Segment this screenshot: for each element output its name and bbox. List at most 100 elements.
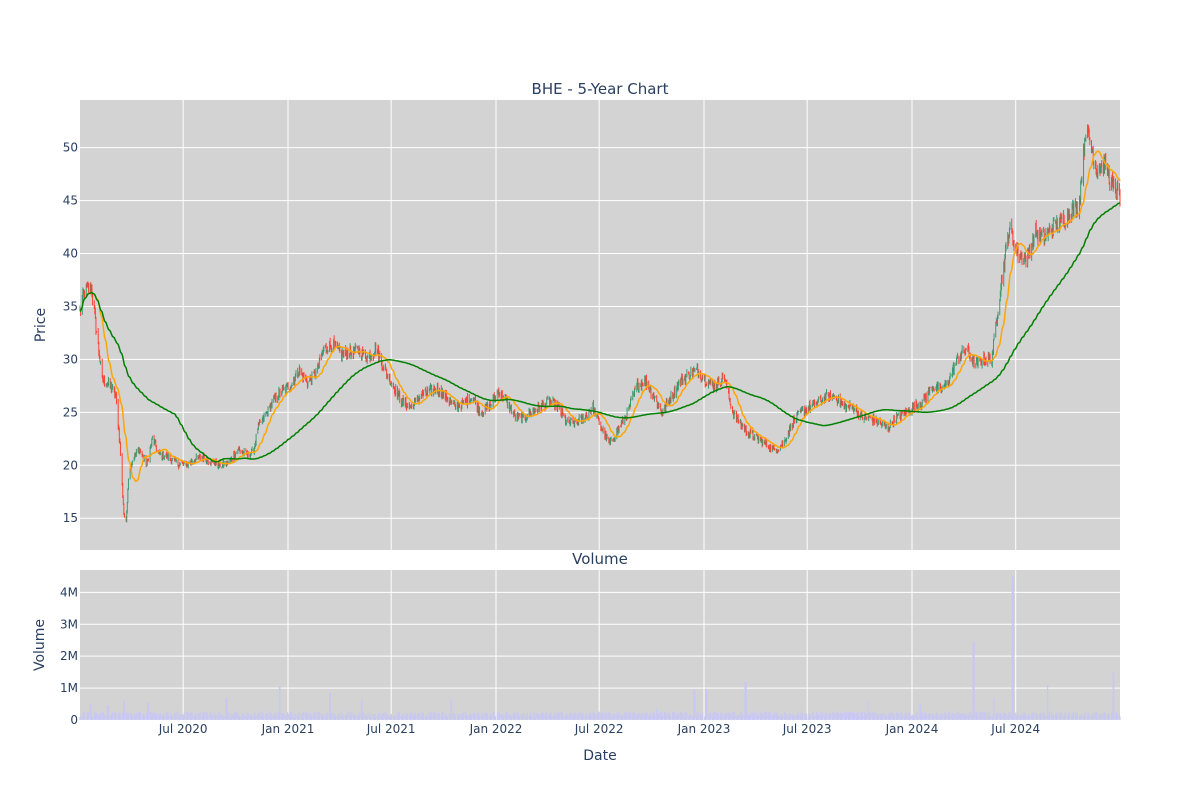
long-moving-average-line: [79, 202, 1121, 463]
volume-bar: [909, 713, 911, 720]
volume-bar: [837, 712, 840, 720]
date-x-tick-label: Jul 2024: [990, 722, 1040, 736]
volume-bar: [510, 716, 512, 720]
volume-bar: [243, 713, 245, 720]
volume-bar: [853, 712, 856, 720]
volume-bar: [654, 716, 656, 720]
volume-bar: [438, 715, 441, 720]
volume-bar: [616, 712, 618, 720]
volume-bar: [546, 715, 548, 720]
volume-bar: [107, 705, 110, 720]
volume-bar: [916, 711, 918, 720]
volume-bar: [566, 714, 568, 720]
volume-bar: [574, 712, 576, 720]
volume-bar: [530, 715, 532, 720]
volume-bar: [673, 712, 675, 720]
volume-bar: [1012, 576, 1015, 720]
volume-bar: [434, 713, 437, 720]
volume-bar: [570, 714, 572, 720]
volume-bar: [493, 712, 495, 720]
volume-bar: [99, 711, 102, 720]
volume-bar: [119, 713, 122, 720]
volume-y-tick-label: 1M: [60, 681, 78, 695]
price-y-axis-title: Price: [33, 308, 49, 342]
volume-bar: [977, 716, 979, 720]
volume-bar: [283, 713, 285, 720]
volume-bar: [979, 711, 981, 720]
volume-bar: [717, 712, 719, 720]
volume-bar: [175, 712, 177, 720]
volume-bar: [514, 715, 516, 720]
volume-grid: [80, 570, 1120, 721]
price-y-tick-label: 50: [63, 141, 78, 155]
volume-bar: [646, 714, 648, 720]
volume-bar: [331, 711, 333, 720]
volume-bar: [115, 717, 118, 720]
volume-bar: [897, 713, 899, 720]
volume-bar: [498, 715, 501, 720]
volume-bar: [405, 712, 408, 720]
volume-bar: [809, 714, 812, 720]
volume-bar: [306, 712, 308, 720]
volume-bar: [941, 714, 943, 720]
volume-bar: [135, 713, 138, 720]
volume-bar: [650, 716, 652, 720]
volume-bar: [734, 711, 736, 720]
volume-bar: [678, 714, 680, 720]
volume-bar: [411, 712, 413, 720]
volume-bar: [625, 711, 627, 720]
volume-bar: [253, 711, 255, 720]
volume-bar: [836, 711, 838, 720]
volume-bar: [1094, 712, 1097, 720]
volume-bar: [155, 713, 157, 720]
volume-bar: [758, 716, 760, 720]
volume-bar: [674, 712, 676, 720]
volume-bar: [1053, 714, 1055, 720]
volume-bar: [682, 714, 684, 720]
volume-bar: [191, 711, 193, 720]
volume-bar: [1109, 716, 1111, 720]
volume-bar: [710, 712, 712, 720]
volume-bar: [1029, 715, 1031, 720]
volume-bar: [867, 700, 869, 720]
volume-bar: [554, 715, 556, 720]
date-x-tick-label: Jul 2021: [366, 722, 416, 736]
date-x-tick-label: Jan 2023: [677, 722, 731, 736]
volume-bar: [586, 716, 588, 720]
volume-bar: [945, 712, 947, 720]
volume-bar: [626, 713, 628, 720]
short-moving-average-line: [79, 150, 1121, 483]
volume-bar: [869, 712, 871, 720]
volume-bar: [383, 713, 385, 720]
volume-bar: [127, 713, 130, 720]
volume-bar: [490, 715, 493, 720]
volume-y-tick-label: 3M: [60, 617, 78, 631]
volume-bar: [997, 712, 999, 720]
volume-bar: [754, 716, 756, 720]
volume-bar: [403, 714, 405, 720]
volume-bar: [231, 714, 233, 720]
volume-bar: [287, 713, 289, 720]
price-y-tick-label: 35: [63, 299, 78, 313]
volume-bar: [343, 716, 345, 720]
volume-bar: [829, 714, 832, 720]
volume-bar: [303, 712, 305, 720]
volume-bar: [933, 715, 935, 720]
volume-bar: [91, 716, 94, 720]
volume-bar: [706, 688, 708, 720]
volume-bar: [1065, 717, 1067, 720]
volume-bar: [226, 697, 228, 720]
volume-bar: [407, 714, 409, 720]
volume-bar: [614, 716, 616, 720]
volume-bar: [319, 712, 321, 720]
volume-bar: [215, 715, 217, 720]
volume-bar: [984, 711, 987, 720]
volume-bar: [368, 712, 371, 720]
volume-bar: [917, 715, 919, 720]
volume-bar: [680, 711, 682, 720]
volume-bar: [1051, 711, 1053, 720]
volume-bar: [653, 712, 656, 720]
volume-bar: [937, 713, 939, 720]
volume-bar: [638, 713, 640, 720]
volume-bar: [989, 716, 991, 720]
